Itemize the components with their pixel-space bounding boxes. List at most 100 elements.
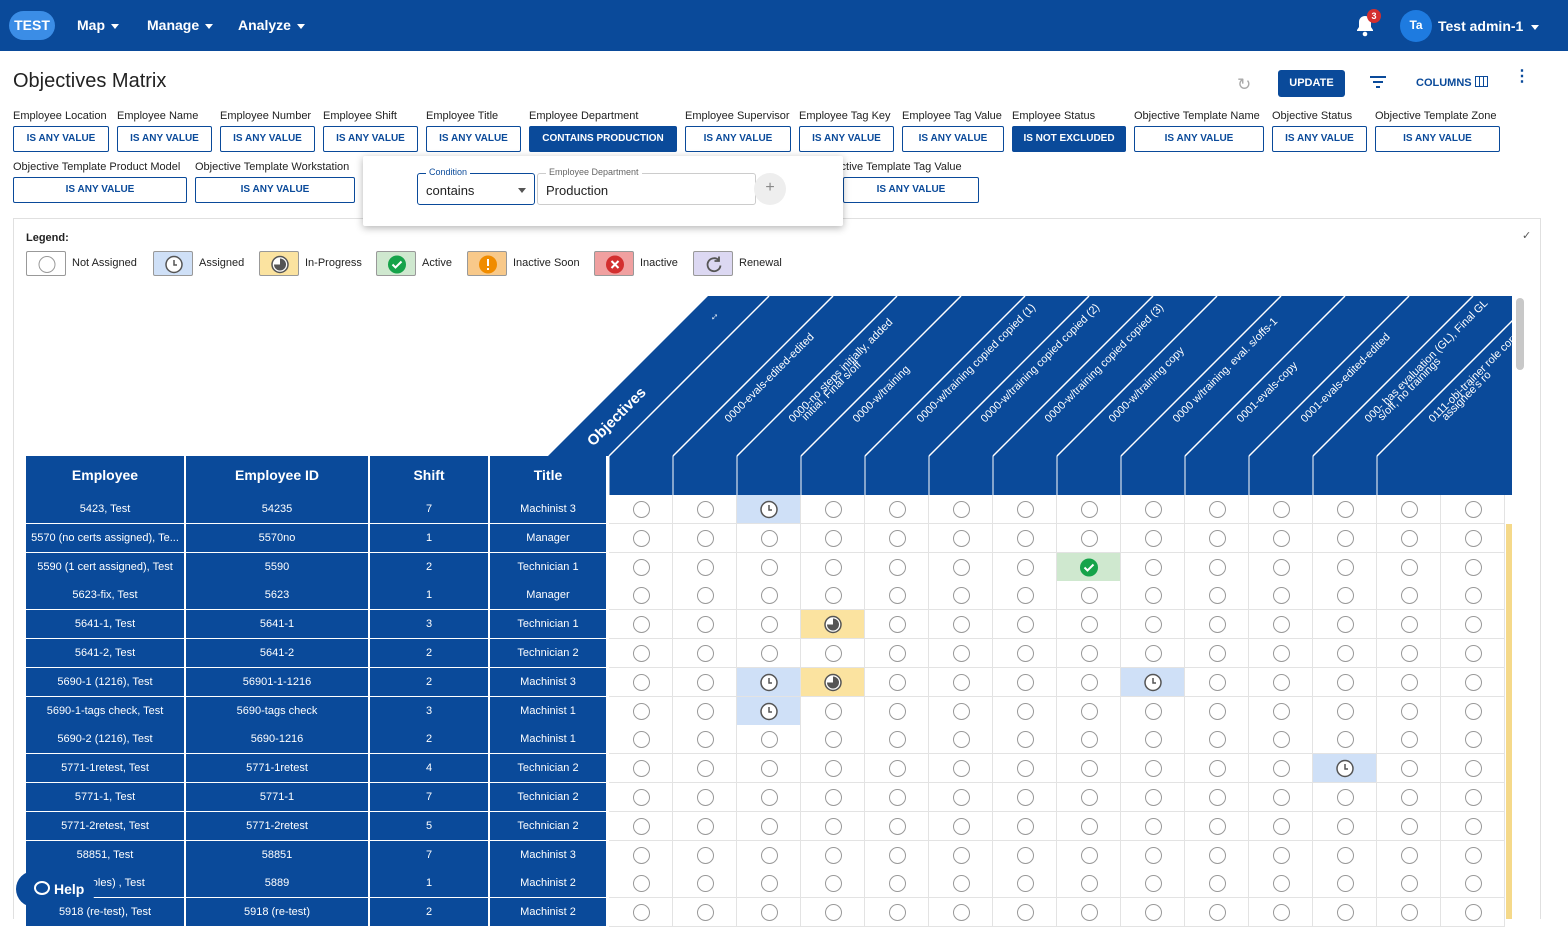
matrix-cell[interactable] [993, 898, 1057, 927]
matrix-cell[interactable] [993, 495, 1057, 524]
matrix-cell[interactable] [1441, 898, 1505, 927]
matrix-cell[interactable] [673, 812, 737, 841]
matrix-cell[interactable] [1441, 812, 1505, 841]
matrix-cell[interactable] [609, 639, 673, 668]
matrix-cell[interactable] [737, 553, 801, 582]
col-header-title[interactable]: Title [490, 456, 607, 495]
matrix-cell[interactable] [865, 812, 929, 841]
matrix-cell[interactable] [865, 697, 929, 726]
matrix-cell[interactable] [1377, 524, 1441, 553]
matrix-cell[interactable] [673, 553, 737, 582]
filter-button[interactable]: IS ANY VALUE [1375, 126, 1500, 152]
matrix-cell[interactable] [993, 783, 1057, 812]
matrix-cell[interactable] [1185, 610, 1249, 639]
matrix-cell[interactable] [1121, 610, 1185, 639]
matrix-cell[interactable] [673, 783, 737, 812]
matrix-cell[interactable] [1057, 495, 1121, 524]
matrix-cell[interactable] [801, 841, 865, 870]
matrix-cell[interactable] [801, 754, 865, 783]
matrix-cell[interactable] [865, 581, 929, 610]
matrix-cell[interactable] [865, 639, 929, 668]
matrix-cell[interactable] [1057, 898, 1121, 927]
brand-pill[interactable]: TEST [9, 11, 55, 40]
matrix-cell[interactable] [993, 668, 1057, 697]
matrix-cell[interactable] [1249, 553, 1313, 582]
matrix-cell[interactable] [609, 898, 673, 927]
matrix-cell[interactable] [929, 581, 993, 610]
matrix-cell[interactable] [929, 495, 993, 524]
add-condition-button[interactable]: + [754, 173, 786, 205]
matrix-cell[interactable] [1185, 869, 1249, 898]
department-input[interactable]: Employee Department Production [537, 167, 756, 205]
matrix-cell[interactable] [801, 898, 865, 927]
condition-select[interactable]: Condition contains [417, 167, 535, 205]
matrix-cell[interactable] [737, 869, 801, 898]
matrix-cell[interactable] [1377, 754, 1441, 783]
matrix-cell[interactable] [1377, 581, 1441, 610]
matrix-cell[interactable] [673, 841, 737, 870]
matrix-cell[interactable] [801, 725, 865, 754]
matrix-cell[interactable] [1057, 639, 1121, 668]
matrix-cell[interactable] [1185, 898, 1249, 927]
matrix-cell[interactable] [1249, 754, 1313, 783]
matrix-cell[interactable] [1057, 697, 1121, 726]
matrix-cell[interactable] [1121, 639, 1185, 668]
filter-button[interactable]: IS ANY VALUE [117, 126, 212, 152]
matrix-cell[interactable] [929, 610, 993, 639]
matrix-cell[interactable] [865, 495, 929, 524]
matrix-cell[interactable] [737, 495, 801, 524]
matrix-cell[interactable] [1121, 841, 1185, 870]
matrix-cell[interactable] [1121, 783, 1185, 812]
matrix-cell[interactable] [737, 754, 801, 783]
more-menu-icon[interactable]: ⋮ [1514, 68, 1530, 85]
matrix-cell[interactable] [993, 841, 1057, 870]
matrix-cell[interactable] [801, 812, 865, 841]
matrix-cell[interactable] [609, 553, 673, 582]
nav-analyze[interactable]: Analyze [238, 17, 305, 33]
matrix-cell[interactable] [1185, 581, 1249, 610]
matrix-cell[interactable] [1057, 610, 1121, 639]
matrix-cell[interactable] [1441, 553, 1505, 582]
matrix-cell[interactable] [737, 524, 801, 553]
matrix-cell[interactable] [1121, 581, 1185, 610]
matrix-cell[interactable] [1249, 812, 1313, 841]
matrix-cell[interactable] [993, 553, 1057, 582]
collapse-check-icon[interactable]: ✓ [1522, 230, 1532, 242]
matrix-cell[interactable] [1249, 898, 1313, 927]
matrix-cell[interactable] [1441, 610, 1505, 639]
matrix-cell[interactable] [865, 610, 929, 639]
matrix-cell[interactable] [673, 754, 737, 783]
avatar[interactable]: Ta [1400, 10, 1432, 42]
matrix-cell[interactable] [609, 610, 673, 639]
col-header-shift[interactable]: Shift [370, 456, 489, 495]
matrix-cell[interactable] [609, 783, 673, 812]
matrix-cell[interactable] [737, 898, 801, 927]
matrix-cell[interactable] [1185, 697, 1249, 726]
nav-map[interactable]: Map [77, 17, 119, 33]
matrix-cell[interactable] [673, 610, 737, 639]
matrix-cell[interactable] [929, 668, 993, 697]
matrix-cell[interactable] [1441, 754, 1505, 783]
matrix-cell[interactable] [673, 639, 737, 668]
matrix-cell[interactable] [673, 581, 737, 610]
matrix-cell[interactable] [673, 697, 737, 726]
matrix-cell[interactable] [929, 524, 993, 553]
matrix-cell[interactable] [1377, 841, 1441, 870]
user-menu[interactable]: Test admin-1 [1438, 18, 1540, 34]
matrix-cell[interactable] [801, 697, 865, 726]
matrix-cell[interactable] [1441, 524, 1505, 553]
filter-button[interactable]: IS ANY VALUE [1134, 126, 1264, 152]
matrix-cell[interactable] [1057, 812, 1121, 841]
matrix-cell[interactable] [1185, 841, 1249, 870]
matrix-cell[interactable] [1185, 725, 1249, 754]
matrix-cell[interactable] [1057, 841, 1121, 870]
matrix-cell[interactable] [1121, 668, 1185, 697]
matrix-cell[interactable] [673, 898, 737, 927]
matrix-cell[interactable] [801, 869, 865, 898]
matrix-cell[interactable] [737, 639, 801, 668]
matrix-cell[interactable] [993, 524, 1057, 553]
matrix-cell[interactable] [673, 524, 737, 553]
filter-button[interactable]: IS ANY VALUE [220, 126, 315, 152]
matrix-cell[interactable] [1377, 668, 1441, 697]
matrix-cell[interactable] [1377, 553, 1441, 582]
